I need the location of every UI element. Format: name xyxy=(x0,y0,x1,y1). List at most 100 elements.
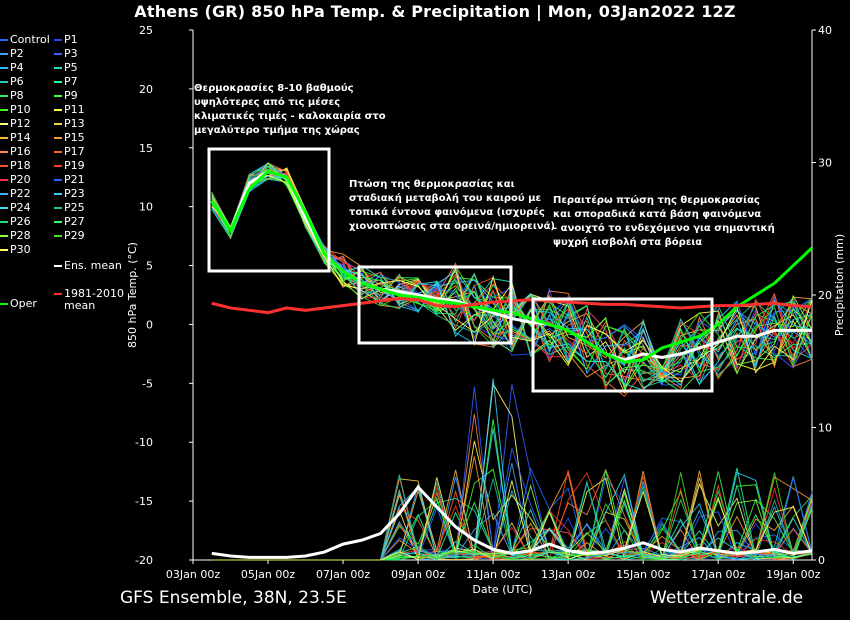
legend-label: P8 xyxy=(10,89,24,102)
legend-label: Control xyxy=(10,33,50,46)
legend-item: P8 xyxy=(0,90,24,102)
legend-item: P19 xyxy=(54,160,85,172)
legend-swatch xyxy=(54,193,62,195)
legend-label: P28 xyxy=(10,229,31,242)
legend-item: P25 xyxy=(54,202,85,214)
legend-swatch xyxy=(54,81,62,83)
legend-label: P16 xyxy=(10,145,31,158)
annotation-line: μεγαλύτερο τμήμα της χώρας xyxy=(194,124,360,136)
legend-item: Ens. mean xyxy=(54,260,122,272)
legend: Control P1 P2 P3 P4 P5 P6 P7 P8 P9 P10 P11 P12 P13 P14… xyxy=(0,34,135,314)
annotation-line: τοπικά έντονα φαινόμενα (ισχυρές xyxy=(349,206,545,218)
legend-item: P7 xyxy=(54,76,78,88)
y-tick-label: -20 xyxy=(135,554,153,567)
legend-swatch xyxy=(0,81,8,83)
x-tick-label: 19Jan 00z xyxy=(766,568,820,581)
legend-swatch xyxy=(54,123,62,125)
legend-label: Ens. mean xyxy=(64,259,122,272)
legend-item: P29 xyxy=(54,230,85,242)
legend-item: P20 xyxy=(0,174,31,186)
y-tick-label: -5 xyxy=(142,377,153,390)
y-tick-label: -10 xyxy=(135,436,153,449)
legend-item: P22 xyxy=(0,188,31,200)
legend-swatch xyxy=(0,151,8,153)
annotation-box xyxy=(207,147,331,273)
legend-swatch xyxy=(54,95,62,97)
legend-swatch xyxy=(0,207,8,209)
legend-label: P17 xyxy=(64,145,85,158)
legend-swatch xyxy=(0,165,8,167)
annotation-line: - ανοιχτό το ενδεχόμενο για σημαντική xyxy=(553,222,775,234)
legend-label: P4 xyxy=(10,61,24,74)
legend-label: P29 xyxy=(64,229,85,242)
legend-item: P18 xyxy=(0,160,31,172)
legend-label: P15 xyxy=(64,131,85,144)
x-tick-label: 03Jan 00z xyxy=(166,568,220,581)
legend-label: P24 xyxy=(10,201,31,214)
legend-swatch xyxy=(54,39,62,41)
legend-item: Oper xyxy=(0,298,37,310)
legend-label: P5 xyxy=(64,61,78,74)
y2-tick-label: 40 xyxy=(818,24,832,37)
legend-item: P9 xyxy=(54,90,78,102)
legend-swatch xyxy=(54,235,62,237)
legend-item: P12 xyxy=(0,118,31,130)
legend-swatch xyxy=(54,137,62,139)
precip-member-line xyxy=(211,468,813,561)
legend-swatch xyxy=(0,53,8,55)
x-tick-label: 11Jan 00z xyxy=(466,568,520,581)
legend-item: P2 xyxy=(0,48,24,60)
y2-tick-label: 30 xyxy=(818,157,832,170)
annotation-line: Θερμοκρασίες 8-10 βαθμούς xyxy=(194,82,354,94)
legend-item: P13 xyxy=(54,118,85,130)
legend-label: P11 xyxy=(64,103,85,116)
legend-label: P2 xyxy=(10,47,24,60)
legend-swatch xyxy=(0,39,8,41)
y-tick-label: 10 xyxy=(139,201,153,214)
precip-mean-line xyxy=(211,484,813,559)
legend-swatch xyxy=(54,207,62,209)
legend-item: P6 xyxy=(0,76,24,88)
legend-label: P22 xyxy=(10,187,31,200)
legend-label: P7 xyxy=(64,75,78,88)
x-tick-label: 07Jan 00z xyxy=(316,568,370,581)
precip-member-line xyxy=(211,477,813,561)
legend-item: P26 xyxy=(0,216,31,228)
legend-swatch xyxy=(0,137,8,139)
annotation-line: κλιματικές τιμές - καλοκαιρία στο xyxy=(194,110,386,122)
legend-label: P13 xyxy=(64,117,85,130)
y-tick-label: -15 xyxy=(135,495,153,508)
legend-item: P17 xyxy=(54,146,85,158)
y-tick-label: 15 xyxy=(139,142,153,155)
footer-source: GFS Ensemble, 38N, 23.5E xyxy=(120,588,347,608)
x-tick-label: 17Jan 00z xyxy=(691,568,745,581)
legend-swatch xyxy=(0,109,8,111)
legend-item: P11 xyxy=(54,104,85,116)
legend-label: P18 xyxy=(10,159,31,172)
x-axis-label: Date (UTC) xyxy=(472,583,532,596)
annotation-line: χιονοπτώσεις στα ορεινά/ημιορεινά) xyxy=(349,220,555,232)
annotation-box xyxy=(531,297,714,393)
legend-item: P28 xyxy=(0,230,31,242)
legend-label: P20 xyxy=(10,173,31,186)
y2-tick-label: 10 xyxy=(818,422,832,435)
legend-item: P4 xyxy=(0,62,24,74)
annotation-line: Πτώση της θερμοκρασίας και xyxy=(349,178,515,190)
x-tick-label: 05Jan 00z xyxy=(241,568,295,581)
y-tick-label: 20 xyxy=(139,83,153,96)
footer-site: Wetterzentrale.de xyxy=(650,588,804,608)
legend-swatch xyxy=(54,67,62,69)
legend-label: P30 xyxy=(10,243,31,256)
y-axis-label: 850 hPa Temp. (°C) xyxy=(126,242,139,348)
legend-label: P27 xyxy=(64,215,85,228)
y-tick-label: 5 xyxy=(146,260,153,273)
legend-swatch xyxy=(0,123,8,125)
y2-tick-label: 20 xyxy=(818,289,832,302)
precip-member-line xyxy=(211,470,813,561)
legend-label: P6 xyxy=(10,75,24,88)
legend-label: P9 xyxy=(64,89,78,102)
legend-label: P21 xyxy=(64,173,85,186)
legend-swatch xyxy=(54,293,62,295)
annotation-box xyxy=(357,265,513,345)
legend-label: P1 xyxy=(64,33,78,46)
